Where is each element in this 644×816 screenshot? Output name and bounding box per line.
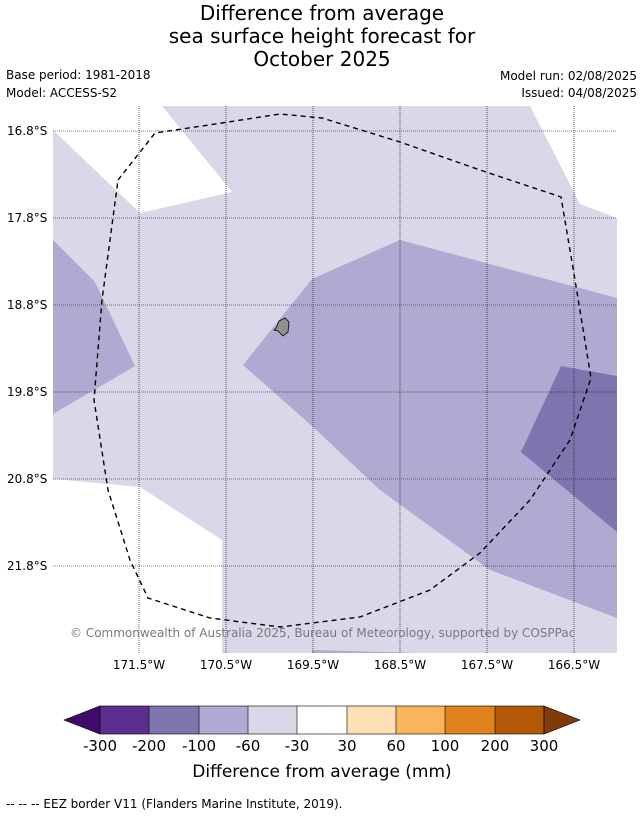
colorbar-tick-7: 60 [386,737,406,755]
colorbar-segment-5 [297,706,347,734]
colorbar-extend-high [543,705,581,735]
anomaly-region-neutral-northeast [530,106,617,218]
colorbar-tick-4: -60 [235,737,261,755]
eez-footnote: -- -- -- EEZ border V11 (Flanders Marine… [6,797,343,811]
colorbar-segment-3 [199,706,248,734]
model-run: Model run: 02/08/2025 [499,69,637,83]
lat-label-1: 16.8°S [7,124,48,138]
colorbar-segment-7 [396,706,445,734]
model-name: Model: ACCESS-S2 [6,86,118,100]
colorbar-tick-8: 100 [430,737,460,755]
colorbar-extend-low [63,705,101,735]
colorbar-tick-10: 300 [529,737,559,755]
anomaly-region-mid-south [312,650,420,653]
anomaly-region-strong-east [521,366,617,532]
lat-label-5: 20.8°S [7,472,48,486]
colorbar-segment-4 [248,706,297,734]
title-line-2: sea surface height forecast for [168,24,476,48]
title-line-1: Difference from average [199,1,445,25]
eez-border [93,113,592,628]
colorbar-segment-6 [347,706,396,734]
colorbar-tick-2: -200 [131,737,167,755]
lon-label-5: 167.5°W [460,658,514,672]
lat-label-6: 21.8°S [7,559,48,573]
graticule [53,106,617,653]
lon-label-1: 171.5°W [112,658,166,672]
base-period: Base period: 1981-2018 [6,68,151,82]
anomaly-region-mid-west [53,240,135,414]
island-land [273,317,290,337]
colorbar-tick-9: 200 [480,737,510,755]
lat-label-4: 19.8°S [7,385,48,399]
colorbar-segment-1 [100,706,149,734]
colorbar-tick-5: -30 [284,737,310,755]
colorbar-tick-3: -100 [181,737,217,755]
lon-label-6: 166.5°W [547,658,601,672]
colorbar-label: Difference from average (mm) [192,762,452,782]
sea-surface-height-map [53,106,617,653]
lon-label-4: 168.5°W [373,658,427,672]
lat-label-3: 18.8°S [7,298,48,312]
colorbar-segment-2 [149,706,199,734]
lon-label-3: 169.5°W [286,658,340,672]
colorbar-segment-9 [495,706,544,734]
copyright-notice: © Commonwealth of Australia 2025, Bureau… [70,626,576,640]
colorbar-tick-6: 30 [337,737,357,755]
title-line-3: October 2025 [253,47,391,71]
anomaly-region-neutral-north [53,106,232,213]
issued-date: Issued: 04/08/2025 [521,86,637,100]
lon-label-2: 170.5°W [199,658,253,672]
colorbar-tick-1: -300 [82,737,118,755]
lat-label-2: 17.8°S [7,211,48,225]
colorbar-segment-8 [445,706,495,734]
anomaly-region-mid-central [243,240,617,618]
